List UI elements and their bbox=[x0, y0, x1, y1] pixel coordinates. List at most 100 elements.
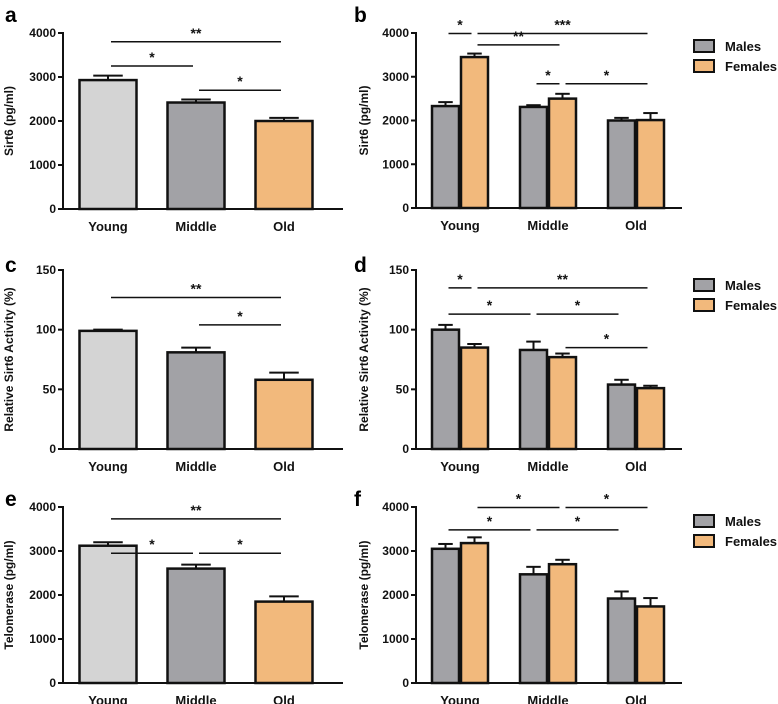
y-axis-label: Sirt6 (pg/ml) bbox=[357, 85, 371, 155]
x-tick-label: Middle bbox=[527, 693, 568, 704]
legend-swatch-males bbox=[693, 514, 715, 528]
significance-label: * bbox=[149, 536, 155, 552]
bar-males-young bbox=[430, 547, 461, 685]
panel-e: e 0 1000 2000 3000 4000 Telomerase (pg/ml) Youn… bbox=[2, 488, 343, 704]
bar-males-middle bbox=[518, 348, 549, 451]
y-axis-label: Relative Sirt6 Activity (%) bbox=[357, 287, 371, 431]
significance-label: * bbox=[575, 513, 581, 529]
x-tick-label: Young bbox=[88, 693, 128, 704]
panel-letter: e bbox=[5, 488, 17, 511]
panel-a: a 0 1000 2000 3000 4000 Sirt6 (pg/ml) Young Midd… bbox=[2, 4, 343, 234]
panel-letter: a bbox=[5, 4, 17, 27]
significance-label: ** bbox=[191, 25, 202, 41]
bar-males-old bbox=[606, 597, 637, 685]
y-tick-label: 100 bbox=[36, 323, 56, 337]
y-tick-label: 4000 bbox=[382, 26, 409, 40]
y-tick-label: 0 bbox=[402, 201, 409, 215]
panel-d: d 0 50 100 150 Relative Sirt6 Activity (%) You… bbox=[354, 254, 777, 474]
bar-old bbox=[254, 378, 314, 451]
y-tick-label: 2000 bbox=[382, 114, 409, 128]
legend: Males Females bbox=[693, 514, 777, 549]
y-tick-label: 4000 bbox=[29, 26, 56, 40]
panel-letter: d bbox=[354, 254, 367, 277]
significance-label: ** bbox=[557, 271, 568, 287]
bar-females-middle bbox=[547, 562, 578, 685]
significance-label: * bbox=[487, 513, 493, 529]
bar-old bbox=[254, 600, 314, 685]
y-tick-label: 3000 bbox=[382, 544, 409, 558]
y-tick-label: 1000 bbox=[29, 632, 56, 646]
significance-label: * bbox=[545, 67, 551, 83]
bar-females-young bbox=[459, 55, 490, 210]
significance-label: * bbox=[237, 73, 243, 89]
y-tick-label: 2000 bbox=[29, 114, 56, 128]
x-tick-label: Old bbox=[625, 693, 647, 704]
y-tick-label: 1000 bbox=[382, 157, 409, 171]
bar-middle bbox=[166, 567, 226, 685]
x-tick-label: Old bbox=[625, 459, 647, 474]
significance-label: * bbox=[457, 16, 463, 32]
panel-b: b 0 1000 2000 3000 4000 Sirt6 (pg/ml) Young Midd… bbox=[354, 4, 777, 233]
panel-letter: c bbox=[5, 254, 17, 277]
legend-swatch-males bbox=[693, 39, 715, 53]
bar-middle bbox=[166, 101, 226, 211]
significance-label: ** bbox=[513, 28, 524, 44]
bar-males-middle bbox=[518, 105, 549, 210]
bar-females-old bbox=[635, 386, 666, 451]
significance-label: * bbox=[604, 331, 610, 347]
x-tick-label: Old bbox=[273, 693, 295, 704]
significance-label: * bbox=[604, 67, 610, 83]
y-axis-label: Sirt6 (pg/ml) bbox=[2, 86, 16, 156]
x-tick-label: Young bbox=[88, 459, 128, 474]
legend: Males Females bbox=[693, 39, 777, 74]
y-tick-label: 3000 bbox=[29, 70, 56, 84]
x-tick-label: Young bbox=[440, 459, 480, 474]
significance-label: ** bbox=[191, 502, 202, 518]
legend-swatch-females bbox=[693, 59, 715, 73]
legend: Males Females bbox=[693, 278, 777, 313]
panel-c: c 0 50 100 150 Relative Sirt6 Activity (%) You… bbox=[2, 254, 343, 474]
y-tick-label: 1000 bbox=[29, 158, 56, 172]
x-tick-label: Old bbox=[273, 459, 295, 474]
bar-young bbox=[78, 78, 138, 211]
bar-males-middle bbox=[518, 573, 549, 685]
y-tick-label: 0 bbox=[402, 442, 409, 456]
bar-females-young bbox=[459, 346, 490, 451]
x-tick-label: Middle bbox=[175, 693, 216, 704]
y-tick-label: 50 bbox=[396, 382, 410, 396]
y-tick-label: 0 bbox=[49, 202, 56, 216]
panel-letter: f bbox=[354, 488, 362, 511]
legend-label: Females bbox=[725, 298, 777, 313]
legend-swatch-males bbox=[693, 278, 715, 292]
legend-label: Males bbox=[725, 278, 761, 293]
bar-young bbox=[78, 329, 138, 451]
legend-label: Females bbox=[725, 534, 777, 549]
significance-label: ** bbox=[191, 280, 202, 296]
y-tick-label: 150 bbox=[389, 263, 409, 277]
legend-swatch-females bbox=[693, 534, 715, 548]
legend-label: Males bbox=[725, 514, 761, 529]
bar-males-old bbox=[606, 119, 637, 210]
legend-swatch-females bbox=[693, 298, 715, 312]
x-tick-label: Middle bbox=[175, 459, 216, 474]
y-tick-label: 100 bbox=[389, 323, 409, 337]
y-tick-label: 50 bbox=[43, 382, 57, 396]
y-tick-label: 4000 bbox=[29, 500, 56, 514]
bar-middle bbox=[166, 351, 226, 451]
bar-females-middle bbox=[547, 97, 578, 210]
y-tick-label: 0 bbox=[402, 676, 409, 690]
panel-letter: b bbox=[354, 4, 367, 27]
significance-label: * bbox=[487, 297, 493, 313]
significance-label: * bbox=[149, 49, 155, 65]
x-tick-label: Young bbox=[440, 218, 480, 233]
y-tick-label: 2000 bbox=[29, 588, 56, 602]
x-tick-label: Young bbox=[88, 219, 128, 234]
bar-females-middle bbox=[547, 355, 578, 451]
y-tick-label: 0 bbox=[49, 442, 56, 456]
bar-females-old bbox=[635, 118, 666, 210]
significance-label: * bbox=[575, 297, 581, 313]
legend-label: Males bbox=[725, 39, 761, 54]
x-tick-label: Middle bbox=[527, 459, 568, 474]
y-tick-label: 3000 bbox=[382, 70, 409, 84]
